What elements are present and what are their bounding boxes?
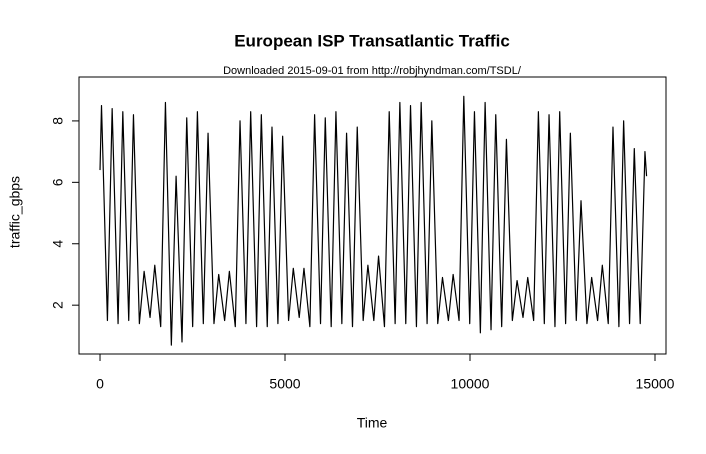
- data-line: [99, 95, 648, 346]
- x-tick-label: 15000: [636, 376, 675, 392]
- x-axis-label: Time: [357, 415, 388, 431]
- y-axis-label: traffic_gbps: [7, 176, 23, 248]
- y-tick-label: 6: [50, 178, 66, 186]
- y-tick-label: 2: [50, 301, 66, 309]
- x-tick-label: 10000: [451, 376, 490, 392]
- x-tick-label: 0: [96, 376, 104, 392]
- plot-frame: [78, 76, 667, 355]
- y-tick-label: 8: [50, 117, 66, 125]
- y-tick-label: 4: [50, 240, 66, 248]
- x-tick-label: 5000: [269, 376, 300, 392]
- chart-title: European ISP Transatlantic Traffic: [234, 31, 510, 50]
- chart-subtitle: Downloaded 2015-09-01 from http://robjhy…: [223, 65, 522, 77]
